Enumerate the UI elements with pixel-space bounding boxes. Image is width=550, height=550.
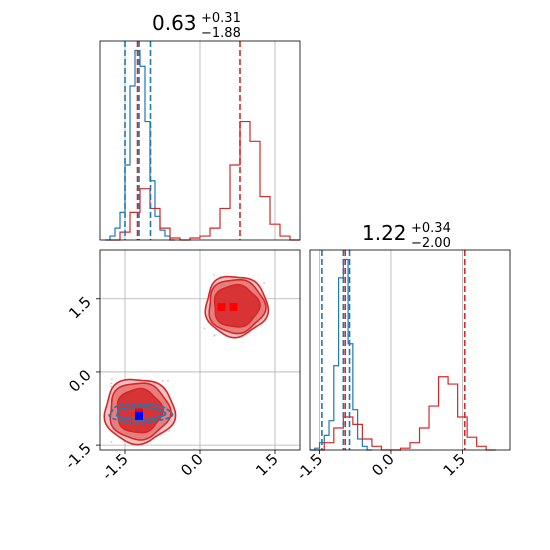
histogram-panel-param-2: 1.22 +0.34 −2.00 -1.5 0.0 1.5: [293, 221, 511, 484]
grid-lines: [100, 250, 300, 450]
x-tick-label: 0.0: [368, 450, 398, 480]
y-tick-label: 1.5: [65, 293, 95, 323]
blue-best-fit-marker: [135, 411, 143, 420]
red-best-fit-marker: [217, 303, 226, 312]
panel-title-lower-error: −2.00: [411, 236, 451, 251]
histogram-bars: [105, 49, 300, 241]
blue-contour-level: [116, 406, 167, 421]
sample-dot: [111, 378, 113, 381]
red-best-fit-marker: [229, 303, 238, 312]
quantile-lines: [321, 250, 466, 450]
blue-histogram-step: [310, 258, 372, 451]
sample-dot: [213, 273, 216, 276]
grid-lines: [319, 250, 463, 450]
x-tick-label: 1.5: [252, 450, 282, 480]
x-tick-label: -1.5: [98, 450, 131, 483]
sample-dot: [110, 382, 113, 385]
sample-dot: [161, 379, 164, 382]
sample-dot: [110, 440, 113, 443]
sample-dot: [213, 334, 216, 337]
y-tick-label: -1.5: [61, 439, 94, 472]
x-tick-label: 0.0: [177, 450, 207, 480]
blue-histogram-step: [105, 49, 175, 241]
axes-frame: [309, 249, 511, 451]
panel-title-upper-error: +0.34: [411, 221, 451, 236]
axes-frame: [99, 40, 301, 241]
panel-title-lower-error: −1.88: [201, 26, 241, 41]
red-histogram-step: [314, 376, 496, 451]
x-tick-labels: -1.5 0.0 1.5: [293, 450, 469, 484]
grid-lines: [124, 41, 276, 240]
panel-title-value: 1.22: [362, 221, 407, 245]
panel-title-upper-error: +0.31: [201, 11, 241, 26]
histogram-bars: [310, 258, 496, 451]
sample-dot: [263, 281, 266, 284]
contour-panel: -1.5 0.0 1.5 -1.5 0.0 1.5: [61, 249, 301, 484]
contour-levels: [103, 275, 270, 446]
y-tick-labels: -1.5 0.0 1.5: [61, 293, 100, 473]
histogram-panel-param-1: 0.63 +0.31 −1.88: [99, 11, 301, 241]
best-fit-markers: [135, 303, 238, 420]
blue-contour-level: [108, 403, 174, 425]
panel-title-value: 0.63: [152, 11, 197, 35]
x-tick-labels: -1.5 0.0 1.5: [98, 450, 282, 484]
x-tick-label: -1.5: [293, 450, 326, 483]
x-tick-label: 1.5: [440, 450, 470, 480]
sample-dot: [110, 385, 113, 388]
sample-dot: [168, 430, 170, 432]
sample-dot: [167, 379, 169, 382]
quantile-lines: [124, 41, 241, 240]
red-histogram-step: [110, 120, 300, 241]
y-tick-label: 0.0: [65, 366, 95, 396]
sample-dot: [203, 327, 206, 330]
